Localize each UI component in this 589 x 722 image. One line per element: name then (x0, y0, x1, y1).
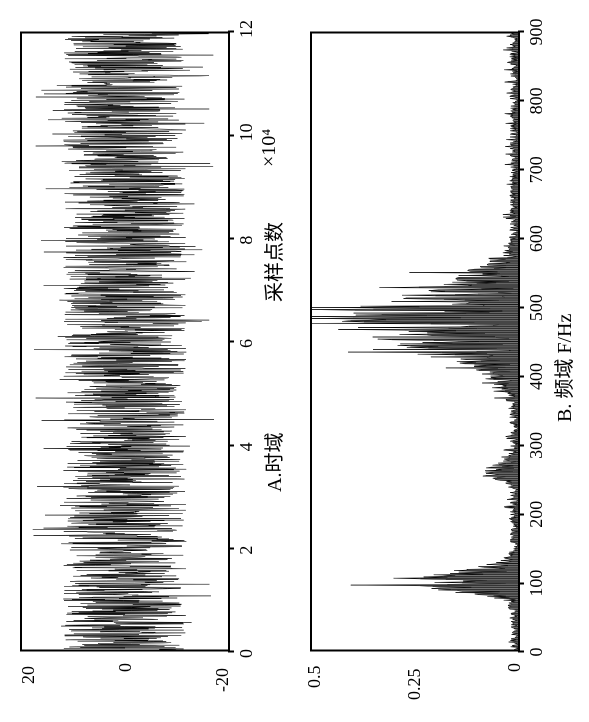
panel-b-spectrum-svg (312, 34, 518, 650)
panel-b-xtick-mark (518, 582, 524, 584)
panel-b-xtick: 700 (526, 156, 547, 183)
panel-b-xtick: 300 (526, 432, 547, 459)
panel-a-xtick-mark (228, 651, 234, 653)
rotated-figure-container: 20 0 -20 024681012 A.时域 采样点数 ×10⁴ 0.5 0.… (0, 67, 589, 656)
panel-b-xtick-mark (518, 100, 524, 102)
panel-b-plot (312, 34, 518, 650)
panel-b-xtick-mark (518, 238, 524, 240)
panel-a-signal-svg (22, 34, 228, 650)
panel-a-ytick: 20 (18, 666, 39, 684)
panel-b-xlabel: B. 频域 F/Hz (548, 314, 577, 422)
panel-b-xtick-mark (518, 513, 524, 515)
panel-b-xtick-mark (518, 307, 524, 309)
panel-a-xtick-mark (228, 444, 234, 446)
panel-a-xtick-mark (228, 31, 234, 33)
panel-a-xtick: 2 (236, 546, 257, 555)
panel-a-unit: ×10⁴ (258, 129, 281, 167)
panel-a-ytick: 0 (115, 663, 136, 672)
panel-a-ytick: -20 (212, 668, 233, 692)
panel-a-plot (22, 34, 228, 650)
panel-b-xtick-mark (518, 651, 524, 653)
panel-b-xtick: 100 (526, 570, 547, 597)
panel-a-xtick-mark (228, 548, 234, 550)
panel-b-xtick: 400 (526, 363, 547, 390)
panel-b-xtick: 900 (526, 19, 547, 46)
panel-a-xtick-mark (228, 134, 234, 136)
panel-a-xtick: 10 (236, 123, 257, 141)
panel-b-xtick: 500 (526, 294, 547, 321)
panel-b-xtick-mark (518, 375, 524, 377)
panel-a-xtick: 4 (236, 442, 257, 451)
panel-a-title: A.时域 (258, 433, 287, 492)
panel-a (20, 32, 230, 652)
panel-b-xtick-mark (518, 31, 524, 33)
panel-b-xtick-mark (518, 444, 524, 446)
panel-a-xtick: 12 (236, 20, 257, 38)
panel-b-ytick: 0.25 (404, 669, 425, 701)
panel-b-xtick: 0 (526, 648, 547, 657)
panel-b-xtick: 200 (526, 501, 547, 528)
panel-b-ytick: 0 (504, 663, 525, 672)
panel-a-xtick-mark (228, 341, 234, 343)
panel-a-xtick-mark (228, 238, 234, 240)
panel-a-xtick: 0 (236, 649, 257, 658)
figure-inner: 20 0 -20 0 2 4 6 8 10 12 A.时域 采样点数 ×10⁴ 0.5 0.… (0, 0, 589, 722)
panel-b-xtick-mark (518, 169, 524, 171)
panel-a-xtick: 6 (236, 339, 257, 348)
panel-b (310, 32, 520, 652)
panel-a-xtick: 8 (236, 236, 257, 245)
panel-b-ytick: 0.5 (304, 666, 325, 689)
panel-b-xtick: 600 (526, 225, 547, 252)
panel-a-axis-name: 采样点数 (258, 222, 287, 302)
panel-b-xtick: 800 (526, 87, 547, 114)
